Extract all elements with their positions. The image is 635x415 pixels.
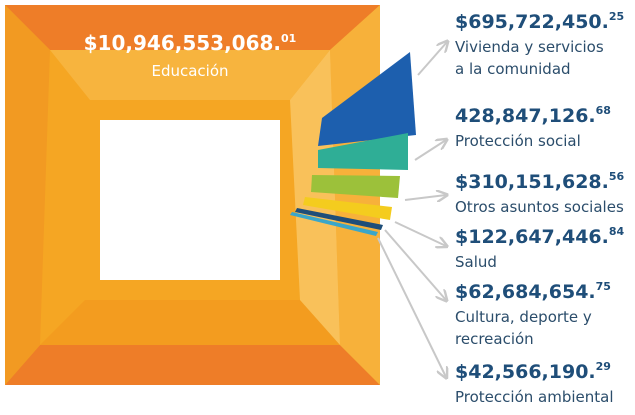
cents: 75: [596, 280, 611, 293]
item-label: Protección social: [455, 132, 581, 150]
item-label: Vivienda y servicios: [455, 38, 604, 56]
amount: $42,566,190.: [455, 361, 596, 383]
inner-square: [100, 120, 280, 280]
arrows: [377, 42, 447, 377]
item-label: Salud: [455, 253, 497, 271]
amount: 428,847,126.: [455, 105, 596, 127]
item-amount: 428,847,126.68: [455, 104, 611, 127]
cents: 25: [609, 10, 624, 23]
amount: $695,722,450.: [455, 11, 609, 33]
cents: 29: [596, 360, 611, 373]
cents: 84: [609, 225, 625, 238]
item-amount: $42,566,190.29: [455, 360, 611, 383]
item-amount: $310,151,628.56: [455, 170, 625, 193]
item-label: Otros asuntos sociales: [455, 198, 624, 216]
item-label: Cultura, deporte y: [455, 308, 592, 326]
item-label: a la comunidad: [455, 60, 571, 78]
center-label: Educación: [151, 62, 228, 80]
strips: [290, 52, 416, 236]
cents: 56: [609, 170, 625, 183]
cents: 01: [281, 32, 296, 45]
amount: $122,647,446.: [455, 226, 609, 248]
amount: $10,946,553,068.: [84, 31, 281, 55]
amount: $62,684,654.: [455, 281, 596, 303]
item-amount: $122,647,446.84: [455, 225, 625, 248]
cents: 68: [596, 104, 611, 117]
item-label: recreación: [455, 330, 534, 348]
amount: $310,151,628.: [455, 171, 609, 193]
item-label: Protección ambiental: [455, 388, 614, 406]
item-amount: $62,684,654.75: [455, 280, 611, 303]
item-amount: $695,722,450.25: [455, 10, 624, 33]
center-amount: $10,946,553,068.01: [84, 31, 297, 55]
